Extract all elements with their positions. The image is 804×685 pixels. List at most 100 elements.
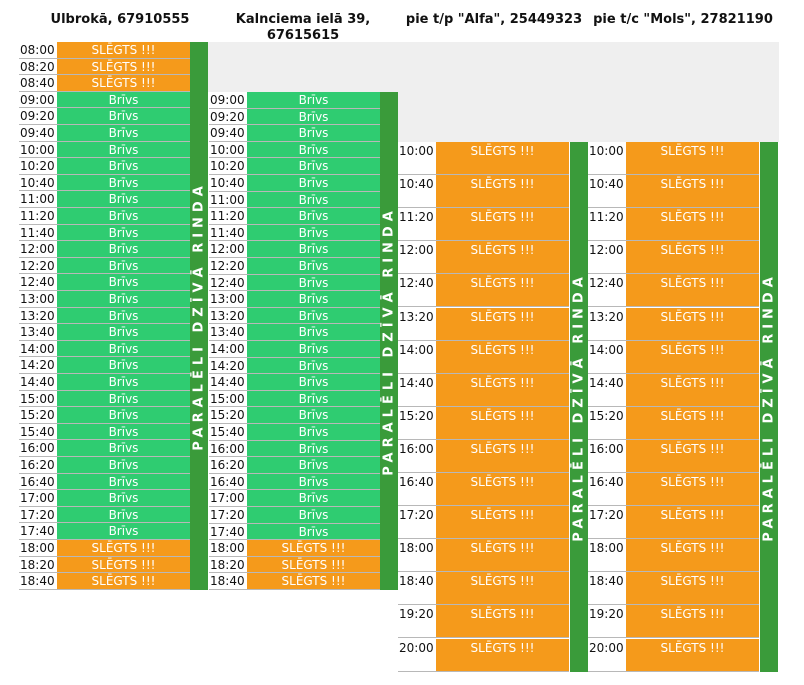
time-slot-row[interactable]: 11:20 SLĒGTS !!! bbox=[398, 208, 569, 242]
time-slot-row[interactable]: 17:20 Brīvs bbox=[19, 506, 190, 524]
slot-status-free[interactable]: Brīvs bbox=[247, 307, 380, 324]
slot-status-free[interactable]: Brīvs bbox=[57, 506, 190, 523]
slot-status-closed[interactable]: SLĒGTS !!! bbox=[626, 473, 759, 506]
time-slot-row[interactable]: 15:00 Brīvs bbox=[19, 390, 190, 408]
slot-status-closed[interactable]: SLĒGTS !!! bbox=[57, 556, 190, 573]
slot-status-free[interactable]: Brīvs bbox=[57, 208, 190, 224]
time-slot-row[interactable]: 09:40 Brīvs bbox=[19, 125, 190, 142]
slot-status-free[interactable]: Brīvs bbox=[57, 141, 190, 158]
slot-status-free[interactable]: Brīvs bbox=[57, 423, 190, 440]
time-slot-row[interactable]: 08:20 SLĒGTS !!! bbox=[19, 58, 190, 76]
slot-status-closed[interactable]: SLĒGTS !!! bbox=[626, 373, 759, 406]
time-slot-row[interactable]: 17:00 Brīvs bbox=[209, 490, 380, 507]
time-slot-row[interactable]: 08:00 SLĒGTS !!! bbox=[19, 42, 190, 59]
slot-status-free[interactable]: Brīvs bbox=[57, 91, 190, 108]
slot-status-free[interactable]: Brīvs bbox=[57, 274, 190, 290]
time-slot-row[interactable]: 10:40 Brīvs bbox=[19, 174, 190, 192]
slot-status-free[interactable]: Brīvs bbox=[57, 340, 190, 357]
slot-status-free[interactable]: Brīvs bbox=[247, 274, 380, 291]
time-slot-row[interactable]: 13:20 SLĒGTS !!! bbox=[398, 307, 569, 341]
slot-status-closed[interactable]: SLĒGTS !!! bbox=[57, 540, 190, 556]
time-slot-row[interactable]: 18:40 SLĒGTS !!! bbox=[209, 573, 380, 590]
time-slot-row[interactable]: 11:00 Brīvs bbox=[209, 191, 380, 209]
time-slot-row[interactable]: 12:00 Brīvs bbox=[209, 241, 380, 258]
time-slot-row[interactable]: 08:40 SLĒGTS !!! bbox=[19, 75, 190, 92]
slot-status-free[interactable]: Brīvs bbox=[247, 440, 380, 457]
time-slot-row[interactable]: 20:00 SLĒGTS !!! bbox=[398, 638, 569, 672]
slot-status-free[interactable]: Brīvs bbox=[247, 324, 380, 340]
time-slot-row[interactable]: 15:40 Brīvs bbox=[209, 424, 380, 441]
time-slot-row[interactable]: 09:20 Brīvs bbox=[209, 108, 380, 126]
time-slot-row[interactable]: 12:40 Brīvs bbox=[209, 274, 380, 292]
slot-status-free[interactable]: Brīvs bbox=[247, 523, 380, 540]
slot-status-free[interactable]: Brīvs bbox=[247, 208, 380, 224]
slot-status-free[interactable]: Brīvs bbox=[247, 457, 380, 473]
slot-status-closed[interactable]: SLĒGTS !!! bbox=[626, 175, 759, 208]
slot-status-free[interactable]: Brīvs bbox=[57, 490, 190, 506]
slot-status-free[interactable]: Brīvs bbox=[57, 357, 190, 373]
time-slot-row[interactable]: 16:20 Brīvs bbox=[19, 457, 190, 474]
time-slot-row[interactable]: 10:40 SLĒGTS !!! bbox=[398, 175, 569, 209]
time-slot-row[interactable]: 15:40 Brīvs bbox=[19, 423, 190, 441]
slot-status-free[interactable]: Brīvs bbox=[247, 490, 380, 506]
time-slot-row[interactable]: 16:20 Brīvs bbox=[209, 457, 380, 474]
time-slot-row[interactable]: 15:20 Brīvs bbox=[19, 407, 190, 424]
slot-status-free[interactable]: Brīvs bbox=[247, 357, 380, 374]
slot-status-free[interactable]: Brīvs bbox=[247, 191, 380, 208]
slot-status-free[interactable]: Brīvs bbox=[247, 108, 380, 125]
slot-status-free[interactable]: Brīvs bbox=[247, 424, 380, 440]
slot-status-closed[interactable]: SLĒGTS !!! bbox=[436, 572, 569, 605]
slot-status-closed[interactable]: SLĒGTS !!! bbox=[626, 539, 759, 572]
slot-status-free[interactable]: Brīvs bbox=[57, 257, 190, 274]
slot-status-free[interactable]: Brīvs bbox=[247, 125, 380, 141]
slot-status-closed[interactable]: SLĒGTS !!! bbox=[436, 142, 569, 175]
time-slot-row[interactable]: 14:00 SLĒGTS !!! bbox=[588, 340, 759, 374]
time-slot-row[interactable]: 14:00 Brīvs bbox=[19, 340, 190, 358]
slot-status-closed[interactable]: SLĒGTS !!! bbox=[436, 439, 569, 472]
time-slot-row[interactable]: 16:00 SLĒGTS !!! bbox=[398, 439, 569, 473]
time-slot-row[interactable]: 14:20 Brīvs bbox=[19, 357, 190, 374]
time-slot-row[interactable]: 18:40 SLĒGTS !!! bbox=[398, 572, 569, 606]
time-slot-row[interactable]: 12:00 Brīvs bbox=[19, 241, 190, 258]
slot-status-closed[interactable]: SLĒGTS !!! bbox=[626, 572, 759, 605]
time-slot-row[interactable]: 13:20 Brīvs bbox=[209, 307, 380, 325]
time-slot-row[interactable]: 12:40 SLĒGTS !!! bbox=[398, 274, 569, 308]
time-slot-row[interactable]: 12:20 Brīvs bbox=[19, 257, 190, 275]
time-slot-row[interactable]: 12:00 SLĒGTS !!! bbox=[588, 241, 759, 275]
slot-status-free[interactable]: Brīvs bbox=[247, 390, 380, 407]
time-slot-row[interactable]: 17:20 SLĒGTS !!! bbox=[398, 506, 569, 540]
time-slot-row[interactable]: 10:40 SLĒGTS !!! bbox=[588, 175, 759, 209]
time-slot-row[interactable]: 11:40 Brīvs bbox=[209, 224, 380, 242]
time-slot-row[interactable]: 18:00 SLĒGTS !!! bbox=[209, 540, 380, 557]
slot-status-closed[interactable]: SLĒGTS !!! bbox=[57, 42, 190, 58]
slot-status-free[interactable]: Brīvs bbox=[57, 307, 190, 324]
time-slot-row[interactable]: 15:20 SLĒGTS !!! bbox=[398, 406, 569, 440]
slot-status-free[interactable]: Brīvs bbox=[247, 175, 380, 191]
slot-status-closed[interactable]: SLĒGTS !!! bbox=[436, 539, 569, 572]
time-slot-row[interactable]: 09:00 Brīvs bbox=[19, 91, 190, 109]
time-slot-row[interactable]: 18:20 SLĒGTS !!! bbox=[19, 556, 190, 574]
slot-status-closed[interactable]: SLĒGTS !!! bbox=[436, 241, 569, 274]
slot-status-free[interactable]: Brīvs bbox=[57, 390, 190, 407]
slot-status-free[interactable]: Brīvs bbox=[57, 457, 190, 473]
time-slot-row[interactable]: 16:40 SLĒGTS !!! bbox=[588, 473, 759, 507]
time-slot-row[interactable]: 19:20 SLĒGTS !!! bbox=[398, 605, 569, 639]
time-slot-row[interactable]: 13:40 Brīvs bbox=[209, 324, 380, 341]
time-slot-row[interactable]: 16:40 SLĒGTS !!! bbox=[398, 473, 569, 507]
time-slot-row[interactable]: 10:00 Brīvs bbox=[209, 141, 380, 159]
slot-status-free[interactable]: Brīvs bbox=[57, 191, 190, 207]
slot-status-closed[interactable]: SLĒGTS !!! bbox=[436, 406, 569, 439]
time-slot-row[interactable]: 17:20 Brīvs bbox=[209, 507, 380, 524]
slot-status-closed[interactable]: SLĒGTS !!! bbox=[436, 506, 569, 539]
slot-status-closed[interactable]: SLĒGTS !!! bbox=[626, 406, 759, 439]
slot-status-closed[interactable]: SLĒGTS !!! bbox=[626, 506, 759, 539]
slot-status-free[interactable]: Brīvs bbox=[57, 224, 190, 241]
time-slot-row[interactable]: 19:20 SLĒGTS !!! bbox=[588, 605, 759, 639]
time-slot-row[interactable]: 14:40 SLĒGTS !!! bbox=[588, 373, 759, 407]
time-slot-row[interactable]: 11:40 Brīvs bbox=[19, 224, 190, 242]
time-slot-row[interactable]: 10:00 SLĒGTS !!! bbox=[398, 142, 569, 176]
time-slot-row[interactable]: 10:00 SLĒGTS !!! bbox=[588, 142, 759, 176]
time-slot-row[interactable]: 09:00 Brīvs bbox=[209, 92, 380, 109]
slot-status-free[interactable]: Brīvs bbox=[57, 324, 190, 340]
time-slot-row[interactable]: 11:20 Brīvs bbox=[209, 208, 380, 225]
